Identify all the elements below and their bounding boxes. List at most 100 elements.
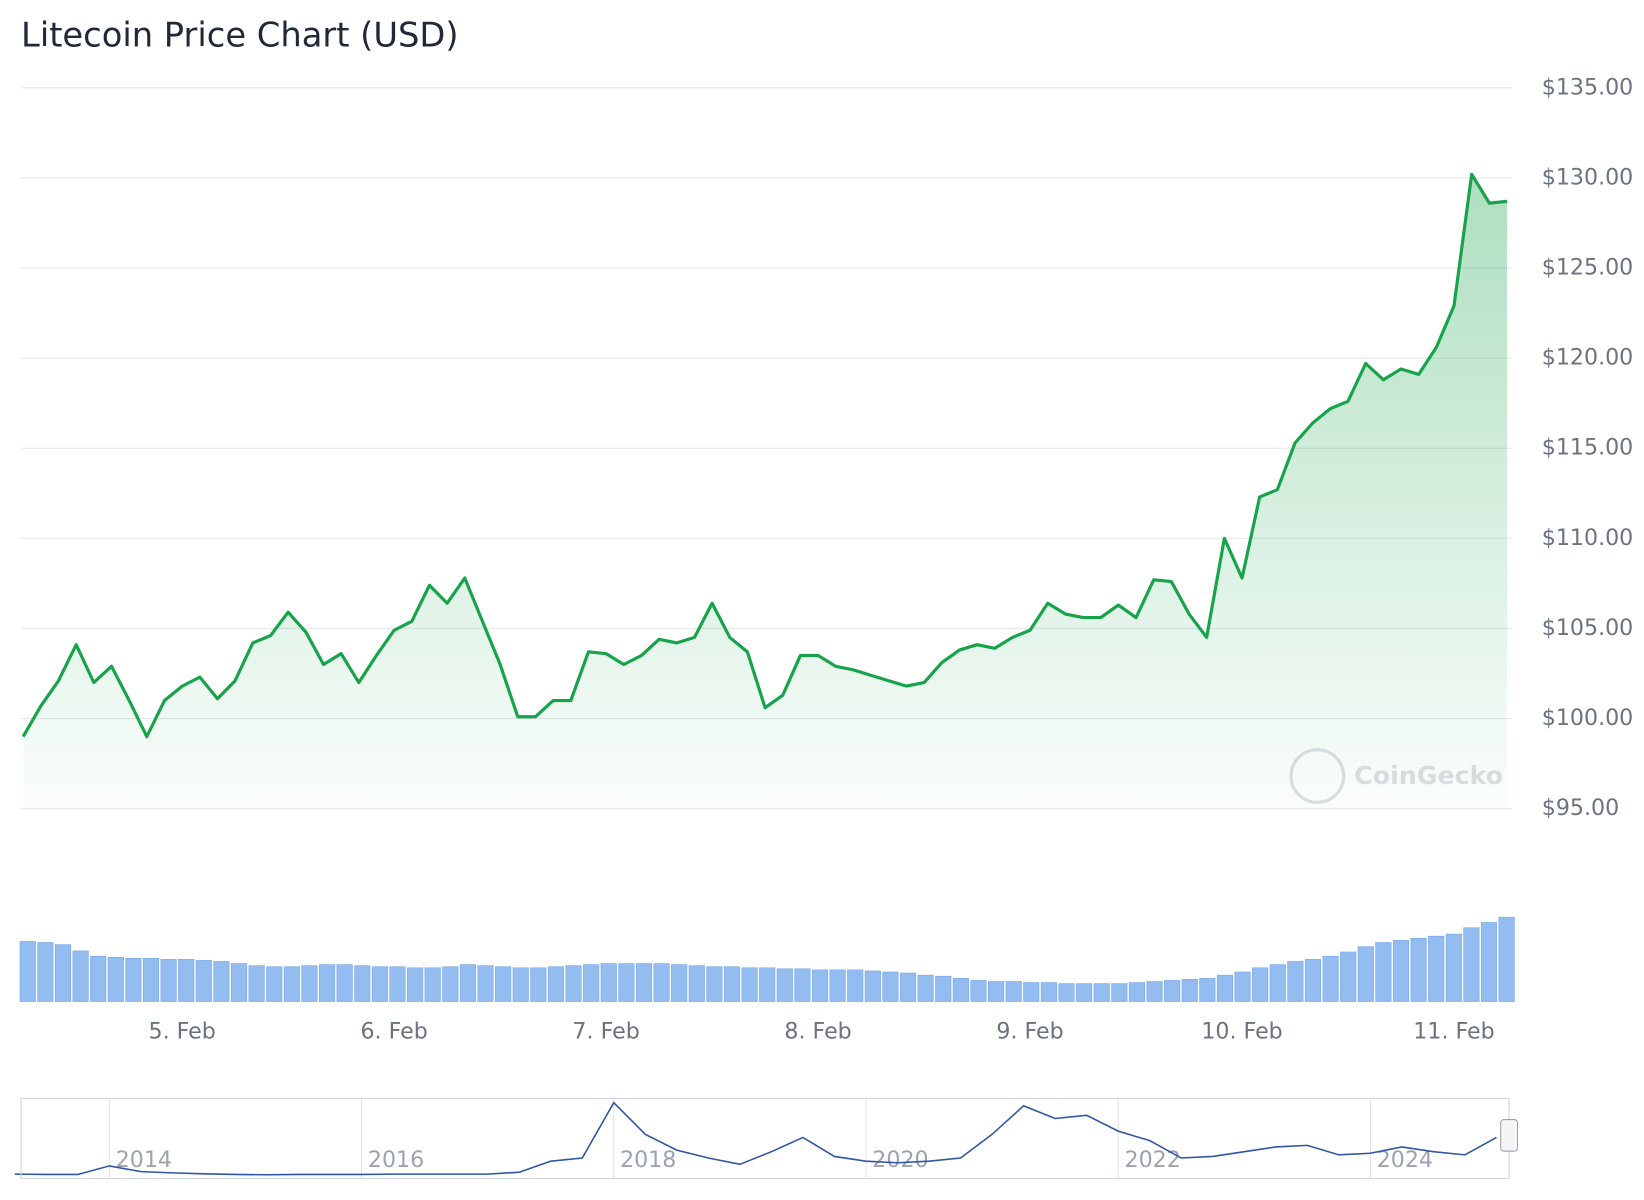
volume-bar bbox=[459, 964, 476, 1002]
volume-bar bbox=[1463, 927, 1480, 1002]
watermark-logo bbox=[1289, 748, 1346, 804]
volume-bar bbox=[318, 964, 336, 1002]
x-tick-label: 8. Feb bbox=[784, 1019, 851, 1045]
volume-bar bbox=[759, 967, 776, 1002]
watermark-text: CoinGecko bbox=[1354, 761, 1503, 790]
volume-bar bbox=[424, 967, 441, 1002]
volume-bar bbox=[530, 967, 547, 1002]
x-tick-label: 10. Feb bbox=[1201, 1019, 1282, 1045]
volume-bar bbox=[829, 969, 846, 1002]
volume-bar bbox=[1040, 982, 1057, 1002]
volume-bar bbox=[618, 963, 635, 1002]
volume-bar bbox=[125, 957, 142, 1002]
price-line bbox=[21, 172, 1508, 739]
volume-bar bbox=[1093, 983, 1110, 1002]
volume-bar bbox=[706, 966, 723, 1002]
volume-bar bbox=[776, 968, 793, 1002]
y-tick-label: $115.00 bbox=[1542, 435, 1634, 461]
volume-bar bbox=[1234, 971, 1251, 1002]
volume-bar bbox=[583, 964, 600, 1002]
volume-bar bbox=[952, 978, 969, 1002]
volume-bar bbox=[354, 965, 371, 1002]
volume-bar bbox=[1428, 935, 1445, 1002]
x-tick-label: 6. Feb bbox=[360, 1019, 427, 1045]
volume-bar bbox=[442, 966, 459, 1002]
navigator-tick-label: 2024 bbox=[1377, 1147, 1433, 1173]
y-tick-label: $100.00 bbox=[1542, 705, 1634, 731]
watermark: CoinGecko bbox=[1289, 748, 1503, 804]
volume-bar bbox=[248, 965, 265, 1002]
volume-bar bbox=[213, 961, 230, 1002]
volume-bar bbox=[864, 970, 881, 1002]
y-tick-label: $135.00 bbox=[1542, 74, 1634, 100]
volume-bar bbox=[512, 967, 529, 1002]
volume-bar bbox=[1375, 942, 1392, 1002]
navigator-tick-label: 2018 bbox=[620, 1147, 676, 1173]
volume-bar bbox=[178, 959, 195, 1002]
volume-bar bbox=[1392, 940, 1410, 1002]
navigator-line bbox=[14, 1101, 1497, 1176]
navigator-frame bbox=[20, 1097, 1510, 1180]
volume-bar bbox=[1058, 983, 1075, 1002]
volume-bar bbox=[266, 966, 283, 1002]
volume-bar bbox=[1146, 981, 1163, 1002]
volume-bar bbox=[970, 980, 987, 1002]
volume-bar bbox=[600, 963, 617, 1002]
volume-bar bbox=[54, 944, 72, 1002]
volume-bar bbox=[407, 967, 424, 1002]
volume-bar bbox=[1410, 937, 1427, 1002]
volume-bar bbox=[1199, 978, 1216, 1002]
volume-bar bbox=[723, 966, 741, 1002]
volume-bar bbox=[635, 963, 653, 1002]
volume-bar bbox=[1357, 946, 1374, 1002]
y-tick-label: $105.00 bbox=[1542, 615, 1634, 641]
volume-bar bbox=[142, 957, 160, 1002]
navigator-tick-label: 2016 bbox=[368, 1147, 424, 1173]
volume-bar bbox=[1340, 951, 1357, 1002]
x-tick-label: 7. Feb bbox=[572, 1019, 639, 1045]
volume-bar bbox=[741, 967, 758, 1002]
navigator-handle[interactable] bbox=[1500, 1119, 1519, 1152]
x-tick-label: 5. Feb bbox=[149, 1019, 216, 1045]
volume-bar bbox=[107, 956, 124, 1002]
volume-bar bbox=[389, 966, 406, 1002]
volume-bar bbox=[882, 971, 899, 1002]
volume-bar bbox=[195, 960, 212, 1002]
volume-bar bbox=[547, 966, 564, 1002]
volume-bar bbox=[1269, 964, 1286, 1002]
price-area bbox=[23, 174, 1508, 809]
volume-bar bbox=[1322, 955, 1339, 1002]
y-tick-label: $95.00 bbox=[1542, 795, 1619, 821]
navigator-tick-label: 2020 bbox=[872, 1147, 928, 1173]
x-tick-label: 11. Feb bbox=[1413, 1019, 1494, 1045]
volume-bar bbox=[301, 965, 318, 1002]
volume-bar bbox=[671, 964, 688, 1002]
volume-bar bbox=[1164, 980, 1181, 1002]
volume-bar bbox=[477, 965, 494, 1002]
volume-bar bbox=[1480, 922, 1498, 1002]
volume-bar bbox=[1023, 982, 1040, 1002]
volume-bar bbox=[653, 963, 670, 1002]
volume-bar bbox=[917, 974, 934, 1002]
volume-bar bbox=[935, 975, 952, 1002]
volume-bar bbox=[19, 941, 36, 1002]
volume-bar bbox=[565, 965, 582, 1002]
volume-bar bbox=[1445, 933, 1462, 1002]
volume-bar bbox=[37, 942, 54, 1002]
volume-bar bbox=[1076, 983, 1093, 1002]
volume-bar bbox=[794, 968, 811, 1002]
volume-bar bbox=[1216, 974, 1234, 1002]
volume-bar bbox=[1181, 979, 1198, 1002]
volume-bar bbox=[230, 963, 248, 1002]
y-tick-label: $110.00 bbox=[1542, 525, 1634, 551]
volume-bar bbox=[811, 969, 829, 1002]
chart-title: Litecoin Price Chart (USD) bbox=[21, 16, 458, 55]
y-tick-label: $120.00 bbox=[1542, 345, 1634, 371]
volume-bar bbox=[495, 966, 512, 1002]
volume-bar bbox=[1287, 961, 1304, 1002]
volume-bar bbox=[72, 950, 89, 1002]
volume-bar bbox=[336, 964, 353, 1002]
navigator-tick-label: 2022 bbox=[1125, 1147, 1181, 1173]
y-tick-label: $130.00 bbox=[1542, 164, 1634, 190]
